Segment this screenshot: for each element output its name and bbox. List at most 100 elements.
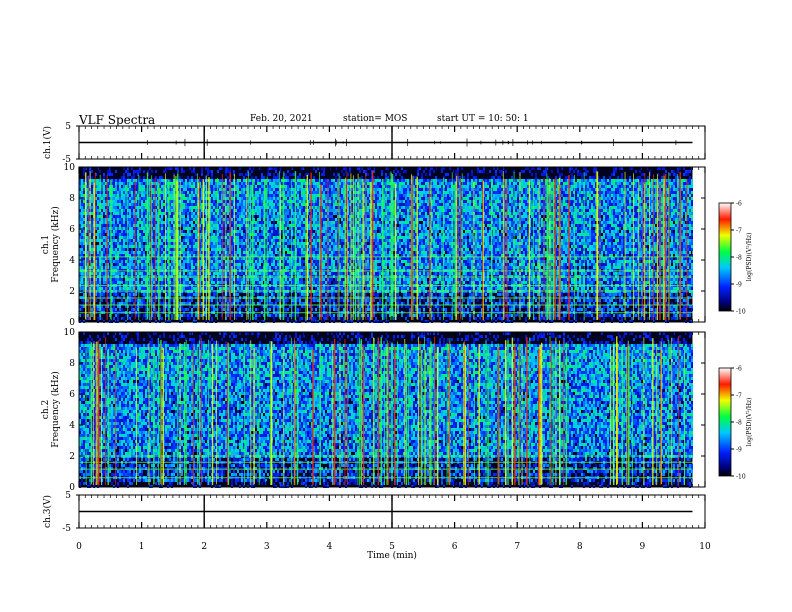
- spectrogram-cell: [195, 287, 197, 290]
- spectrogram-cell: [191, 308, 193, 311]
- spectrogram-cell: [243, 275, 245, 278]
- spectrogram-cell: [161, 233, 163, 236]
- spectrogram-cell: [219, 239, 221, 242]
- spectrogram-cell: [187, 227, 189, 230]
- spectrogram-cell: [135, 248, 137, 251]
- spectrogram-cell: [279, 188, 281, 191]
- spectrogram-cell: [267, 215, 269, 218]
- spectrogram-cell: [301, 182, 303, 185]
- spectrogram-cell: [265, 179, 267, 182]
- spectrogram-cell: [207, 245, 209, 248]
- spectrogram-cell: [191, 299, 193, 302]
- spectrogram-cell: [223, 236, 225, 239]
- spectrogram-cell: [245, 191, 247, 194]
- spectrogram-cell: [213, 233, 215, 236]
- spectrogram-cell: [153, 251, 155, 254]
- spectrogram-cell: [159, 293, 161, 296]
- spectrogram-cell: [153, 194, 155, 197]
- spectrogram-cell: [255, 209, 257, 212]
- spectrogram-cell: [163, 263, 165, 266]
- spectrogram-cell: [167, 245, 169, 248]
- spectrogram-cell: [185, 257, 187, 260]
- spectrogram-cell: [161, 179, 163, 182]
- spectrogram-cell: [165, 278, 167, 281]
- spectrogram-cell: [153, 230, 155, 233]
- spectrogram-cell: [117, 242, 119, 245]
- spectrogram-cell: [115, 197, 117, 200]
- spectrogram-cell: [167, 200, 169, 203]
- spectrogram-cell: [281, 185, 283, 188]
- spectrogram-cell: [223, 182, 225, 185]
- spectrogram-cell: [181, 191, 183, 194]
- spectrogram-cell: [83, 173, 85, 176]
- spectrogram-cell: [123, 173, 125, 176]
- spectrogram-cell: [269, 275, 271, 278]
- spectrogram-cell: [277, 308, 279, 311]
- spectrogram-cell: [193, 248, 195, 251]
- spectrogram-cell: [111, 179, 113, 182]
- spectrogram-cell: [129, 215, 131, 218]
- spectrogram-cell: [143, 206, 145, 209]
- spectrogram-cell: [233, 224, 235, 227]
- spectrogram-cell: [169, 179, 171, 182]
- spectrogram-cell: [139, 245, 141, 248]
- spectrogram-cell: [167, 212, 169, 215]
- spectrogram-cell: [79, 308, 81, 311]
- spectrogram-cell: [97, 179, 99, 182]
- spectrogram-cell: [131, 185, 133, 188]
- spectrogram-cell: [97, 257, 99, 260]
- spectrogram-cell: [137, 272, 139, 275]
- spectrogram-cell: [131, 299, 133, 302]
- spectrogram-cell: [107, 236, 109, 239]
- spectrogram-cell: [215, 266, 217, 269]
- spectrogram-cell: [191, 191, 193, 194]
- spectrogram-cell: [261, 239, 263, 242]
- spectrogram-cell: [91, 197, 93, 200]
- spectrogram-cell: [107, 278, 109, 281]
- spectrogram-cell: [251, 209, 253, 212]
- spectrogram-cell: [183, 230, 185, 233]
- spectrogram-cell: [129, 281, 131, 284]
- spectrogram-cell: [97, 248, 99, 251]
- spectrogram-cell: [239, 308, 241, 311]
- spectrogram-cell: [255, 188, 257, 191]
- spectrogram-cell: [163, 248, 165, 251]
- spectrogram-cell: [181, 245, 183, 248]
- spectrogram-cell: [103, 197, 105, 200]
- spectrogram-cell: [245, 212, 247, 215]
- spectrogram-cell: [145, 224, 147, 227]
- spectrogram-cell: [153, 257, 155, 260]
- spectrogram-cell: [211, 215, 213, 218]
- spectrogram-cell: [83, 287, 85, 290]
- spectrogram-cell: [257, 203, 259, 206]
- spectrogram-cell: [287, 308, 289, 311]
- spectrogram-cell: [169, 245, 171, 248]
- spectrogram-cell: [117, 209, 119, 212]
- spectrogram-cell: [215, 242, 217, 245]
- spectrogram-cell: [135, 203, 137, 206]
- spectrogram-cell: [101, 224, 103, 227]
- spectrogram-cell: [259, 245, 261, 248]
- spectrogram-cell: [105, 278, 107, 281]
- spectrogram-cell: [265, 266, 267, 269]
- spectrogram-cell: [223, 242, 225, 245]
- spectrogram-cell: [239, 191, 241, 194]
- spectrogram-cell: [265, 200, 267, 203]
- spectrogram-cell: [245, 215, 247, 218]
- spectrogram-cell: [139, 263, 141, 266]
- spectrogram-cell: [91, 224, 93, 227]
- spectrogram-cell: [117, 275, 119, 278]
- spectrogram-cell: [163, 215, 165, 218]
- spectrogram-cell: [83, 212, 85, 215]
- spectrogram-cell: [81, 263, 83, 266]
- spectrogram-cell: [293, 299, 295, 302]
- spectrogram-cell: [211, 260, 213, 263]
- spectrogram-cell: [125, 287, 127, 290]
- spectrogram-cell: [149, 287, 151, 290]
- spectrogram-cell: [279, 272, 281, 275]
- spectrogram-cell: [201, 218, 203, 221]
- spectrogram-cell: [111, 308, 113, 311]
- spectrogram-cell: [263, 179, 265, 182]
- spectrogram-cell: [111, 209, 113, 212]
- spectrogram-cell: [141, 194, 143, 197]
